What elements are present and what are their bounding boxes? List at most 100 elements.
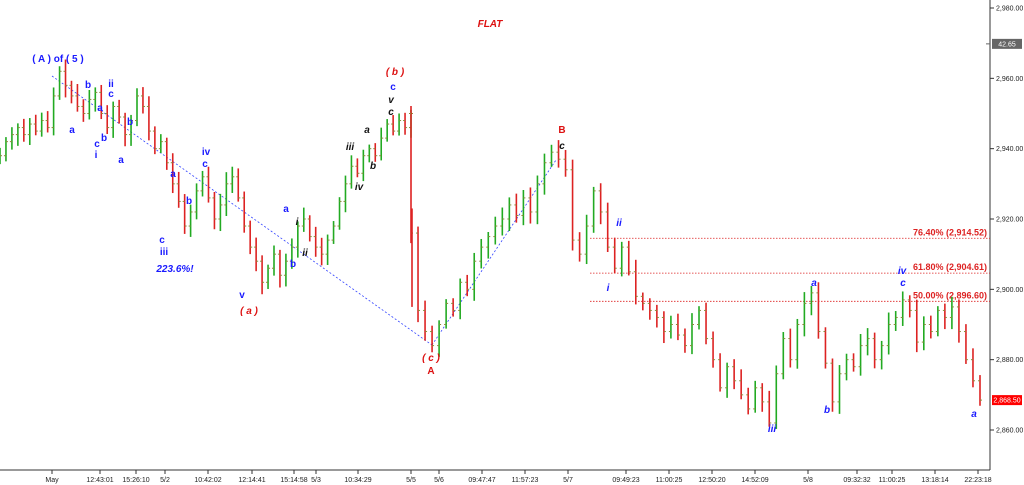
price-bar <box>886 312 891 355</box>
y-tick-label: 2,920.00 <box>996 217 1023 224</box>
price-bar <box>872 332 877 369</box>
price-bar <box>444 299 449 329</box>
price-bar <box>507 197 512 232</box>
wave-label: B <box>558 125 565 136</box>
wave-label: i <box>296 217 299 228</box>
price-bar <box>355 158 360 178</box>
x-tick-label: 22:23:18 <box>964 477 991 484</box>
y-tick-label: 2,900.00 <box>996 287 1023 294</box>
fib-level-label: 76.40% (2,914.52) <box>913 227 987 237</box>
wave-label: ( b ) <box>386 67 405 78</box>
price-bar <box>795 318 800 369</box>
price-bar <box>81 99 86 122</box>
wave-label: c <box>900 278 906 289</box>
price-bar <box>774 365 779 429</box>
wave-label: v <box>388 95 395 106</box>
price-bar <box>373 143 378 162</box>
x-tick-label: 5/7 <box>563 477 573 484</box>
x-tick-label: 09:49:23 <box>612 477 639 484</box>
price-bar <box>129 114 134 146</box>
x-tick-label: 5/6 <box>434 477 444 484</box>
price-bar <box>704 302 709 345</box>
price-bar <box>535 175 540 225</box>
price-bar <box>739 369 744 400</box>
price-bar <box>242 191 247 233</box>
price-bar <box>343 175 348 213</box>
price-bar <box>486 232 491 259</box>
price-bar <box>928 315 933 339</box>
price-bar <box>458 278 463 320</box>
wave-label: a <box>118 155 124 166</box>
price-bar <box>556 140 561 168</box>
x-tick-label: 10:34:29 <box>344 477 371 484</box>
price-bar <box>152 126 157 155</box>
x-tick-label: 11:00:25 <box>879 477 906 484</box>
x-axis-ticks: May 12:43:01 15:26:10 5/2 10:42:02 12:14:41 15… <box>45 470 992 484</box>
wave-label: ( c ) <box>422 353 440 364</box>
y-tick-label: 2,860.00 <box>996 428 1023 435</box>
price-bar <box>978 375 982 406</box>
x-tick-label: 11:57:23 <box>512 477 539 484</box>
x-tick-label: 14:52:09 <box>741 477 768 484</box>
wave-label: c <box>559 141 565 152</box>
price-bar <box>619 241 624 277</box>
price-bar <box>319 237 324 266</box>
price-bar <box>21 118 26 142</box>
price-bar <box>725 362 730 398</box>
price-bar <box>500 207 505 236</box>
wave-label: ( a ) <box>240 306 258 317</box>
price-bar <box>135 88 139 127</box>
price-bar <box>170 153 175 194</box>
price-bar <box>57 66 62 100</box>
price-bar <box>423 300 428 341</box>
price-bar <box>451 298 456 317</box>
price-bar <box>479 238 484 269</box>
wave-label: iv <box>355 182 365 193</box>
price-bar <box>361 149 366 182</box>
price-bar <box>45 111 50 133</box>
price-bar <box>403 112 408 135</box>
price-bar <box>99 84 104 120</box>
price-bar <box>549 144 554 167</box>
price-bar <box>248 220 253 255</box>
x-tick-label: 12:50:20 <box>698 477 725 484</box>
x-tick-label: 5/2 <box>160 477 170 484</box>
price-bar <box>654 304 659 328</box>
price-bar <box>260 255 265 295</box>
price-bar <box>844 353 849 381</box>
price-bar <box>689 313 694 355</box>
price-bar <box>577 232 582 262</box>
wave-label: a <box>283 204 289 215</box>
price-bar <box>682 328 687 353</box>
price-bar <box>176 171 181 208</box>
wave-label: b <box>824 405 830 416</box>
x-tick-label: 12:43:01 <box>86 477 113 484</box>
price-bar <box>668 315 673 339</box>
wave-label: a <box>69 125 75 136</box>
price-bar <box>416 226 421 323</box>
wave-label: ii <box>616 218 622 229</box>
wave-labels: ( A ) of ( 5 )ab iicacbibaciii223.6%!abiv… <box>32 54 977 435</box>
price-bar <box>266 264 271 289</box>
price-bar <box>858 333 863 376</box>
wave-label: c <box>388 107 394 118</box>
price-bar <box>385 119 390 142</box>
price-bar <box>224 172 229 217</box>
wave-label: b <box>101 133 107 144</box>
x-tick-label: 09:47:47 <box>468 477 495 484</box>
x-tick-label: 12:14:41 <box>238 477 265 484</box>
wave-label: iii <box>160 247 169 258</box>
wave-label: b <box>290 259 296 270</box>
price-bar <box>816 282 821 339</box>
fibonacci-levels: 76.40% (2,914.52) 61.80% (2,904.61) 50.00%… <box>590 227 990 302</box>
price-bar <box>767 390 772 427</box>
price-bar <box>117 99 122 124</box>
price-bar <box>788 328 793 368</box>
price-bar <box>69 80 74 104</box>
price-bar <box>970 348 975 388</box>
price-bar <box>3 137 8 162</box>
price-bar <box>27 118 32 145</box>
price-bar <box>605 202 610 253</box>
y-tick-label: 2,960.00 <box>996 76 1023 83</box>
